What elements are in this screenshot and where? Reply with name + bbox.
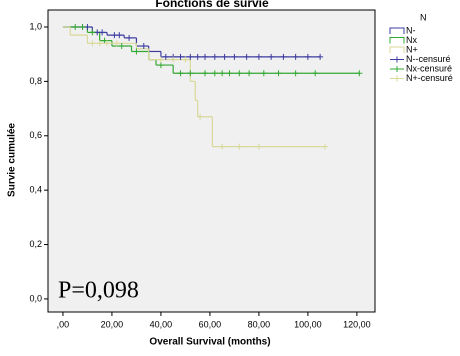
plot-area (47, 9, 376, 313)
y-tick-label: 1,0 (29, 21, 42, 31)
censor-mark (322, 143, 329, 150)
y-tick-label: 0,6 (29, 130, 42, 140)
censor-mark (72, 23, 79, 30)
censor-mark (187, 70, 194, 77)
x-tick-label: 80,00 (248, 319, 271, 329)
x-axis-label: Overall Survival (months) (149, 337, 270, 348)
censor-mark (197, 113, 204, 120)
censor-mark (236, 143, 243, 150)
censor-mark (211, 70, 218, 77)
censor-mark (202, 53, 209, 60)
y-axis-label: Survie cumulée (7, 123, 18, 197)
censor-mark (182, 56, 189, 63)
y-tick-label: 0,0 (29, 293, 42, 303)
censor-mark (255, 143, 262, 150)
legend-swatch (390, 75, 404, 82)
censor-mark (280, 53, 287, 60)
censor-mark (177, 70, 184, 77)
legend-swatch (389, 46, 405, 53)
legend-swatch (390, 56, 404, 63)
legend-label: N+ (406, 44, 418, 54)
censor-mark (221, 53, 228, 60)
y-tick-label: 0,8 (29, 76, 42, 86)
censor-mark (236, 70, 243, 77)
legend-label: N+-censuré (406, 73, 453, 83)
censor-mark (140, 43, 147, 50)
censor-mark (157, 62, 164, 69)
censor-mark (113, 40, 120, 47)
censor-mark (231, 53, 238, 60)
legend-title: N (420, 12, 427, 22)
censor-mark (177, 53, 184, 60)
censor-mark (243, 53, 250, 60)
legend-swatch (389, 37, 405, 44)
x-tick-label: 60,00 (199, 319, 222, 329)
censor-mark (162, 53, 169, 60)
censor-mark (219, 70, 226, 77)
chart-title: Fonctions de survie (155, 0, 269, 10)
censor-mark (116, 32, 123, 39)
censor-mark (356, 70, 363, 77)
legend-label: N--censuré (406, 54, 451, 64)
p-value-annotation: P=0,098 (58, 278, 139, 304)
censor-mark (255, 53, 262, 60)
censor-mark (96, 40, 103, 47)
censor-mark (312, 70, 319, 77)
censor-mark (226, 70, 233, 77)
censor-mark (317, 53, 324, 60)
y-tick-label: 0,4 (29, 185, 42, 195)
censor-mark (118, 43, 125, 50)
censor-mark (194, 53, 201, 60)
legend-label: N- (406, 25, 416, 35)
legend-label: Nx (406, 35, 417, 45)
censor-mark (170, 56, 177, 63)
x-tick-label: 120,00 (343, 319, 371, 329)
censor-mark (104, 40, 111, 47)
x-tick-label: 40,00 (150, 319, 173, 329)
censor-mark (292, 70, 299, 77)
censor-mark (260, 70, 267, 77)
x-tick-label: 20,00 (101, 319, 124, 329)
legend-label: Nx-censuré (406, 63, 452, 73)
censor-mark (126, 34, 133, 41)
censor-mark (79, 23, 86, 30)
censor-mark (219, 143, 226, 150)
legend-swatch (390, 66, 404, 72)
censor-mark (304, 53, 311, 60)
censor-mark (202, 70, 209, 77)
censor-mark (211, 53, 218, 60)
censor-mark (89, 29, 96, 36)
x-tick-label: ,00 (57, 319, 70, 329)
x-tick-label: 100,00 (294, 319, 322, 329)
censor-mark (99, 29, 106, 36)
censor-mark (275, 70, 282, 77)
censor-mark (268, 53, 275, 60)
censor-mark (187, 53, 194, 60)
legend-swatch (389, 27, 405, 34)
censor-mark (246, 70, 253, 77)
censor-mark (157, 56, 164, 63)
censor-mark (133, 48, 140, 55)
y-tick-label: 0,2 (29, 239, 42, 249)
censor-mark (89, 40, 96, 47)
censor-mark (292, 53, 299, 60)
